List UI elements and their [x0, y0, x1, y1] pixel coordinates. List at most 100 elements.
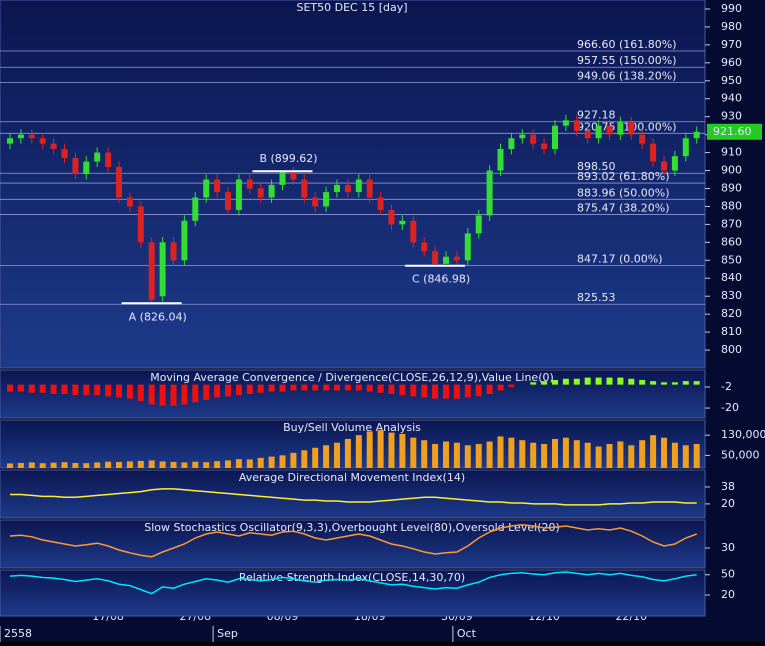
bar	[443, 441, 449, 468]
candle-body	[661, 161, 667, 171]
bar	[61, 384, 68, 394]
bar	[301, 450, 308, 468]
candle-body	[475, 215, 482, 234]
bar	[399, 433, 406, 468]
y-tick-label: 840	[721, 271, 742, 284]
bar	[584, 442, 591, 468]
candle-body	[94, 152, 101, 162]
y-tick-label: 20	[721, 588, 735, 601]
fib-label: 920.75 (100.00%)	[577, 120, 677, 133]
candle-body	[671, 156, 678, 171]
candle-body	[214, 179, 221, 193]
panel	[0, 519, 706, 569]
bar	[116, 384, 122, 398]
fib-label: 949.06 (138.20%)	[577, 69, 677, 82]
bar	[334, 442, 340, 468]
candle-body	[126, 197, 133, 207]
y-tick-label: 860	[721, 235, 742, 248]
candle-body	[399, 220, 406, 225]
annotation-label: A (826.04)	[129, 310, 187, 323]
y-tick-label: 900	[721, 164, 742, 177]
y-tick-label: 830	[721, 289, 742, 302]
bar	[246, 384, 253, 394]
candle-body	[377, 197, 384, 211]
bar	[170, 384, 177, 406]
candle-body	[519, 134, 526, 139]
bar	[693, 444, 700, 468]
bar	[552, 379, 558, 385]
bar	[497, 436, 504, 468]
bar	[181, 384, 188, 405]
fib-label: 957.55 (150.00%)	[577, 54, 677, 67]
candle-body	[443, 256, 449, 264]
candle-body	[530, 134, 537, 144]
bar	[464, 445, 471, 468]
candle-body	[148, 242, 155, 300]
candle-body	[334, 184, 340, 193]
bar	[94, 462, 101, 468]
bar	[50, 384, 57, 394]
bar	[432, 384, 439, 399]
bar	[344, 438, 351, 468]
bar	[606, 444, 613, 468]
bar	[464, 384, 471, 398]
bar	[388, 384, 395, 394]
bar	[617, 377, 624, 385]
bar	[334, 384, 340, 391]
bar	[137, 460, 144, 468]
period-label: Oct	[457, 627, 477, 640]
x-axis-area	[0, 616, 705, 642]
candle-body	[628, 122, 635, 135]
bar	[268, 384, 275, 392]
y-tick-label: 910	[721, 146, 742, 159]
bar	[671, 382, 678, 385]
line	[10, 488, 697, 506]
bar	[432, 444, 439, 468]
bar	[72, 462, 79, 468]
fib-label: 847.17 (0.00%)	[577, 252, 663, 265]
bar	[443, 384, 449, 399]
annotation-label: C (846.98)	[412, 273, 470, 286]
candle-body	[181, 220, 188, 261]
bar	[203, 384, 210, 400]
candle-body	[497, 148, 504, 171]
y-tick-label: 130,000	[721, 428, 765, 441]
bar	[355, 384, 362, 391]
line	[9, 571, 697, 595]
bar	[279, 455, 286, 468]
bar	[519, 440, 526, 468]
candle-body	[279, 172, 286, 185]
bar	[606, 377, 613, 385]
candle-body	[17, 134, 24, 139]
y-tick-label: 970	[721, 38, 742, 51]
bar	[39, 384, 46, 393]
bar	[225, 384, 231, 397]
bar	[137, 384, 144, 402]
bar	[639, 440, 646, 468]
bar	[323, 445, 330, 468]
candle-body	[606, 125, 613, 135]
bar	[421, 440, 428, 468]
y-tick-label: -20	[721, 401, 739, 414]
bar	[159, 461, 166, 468]
bar	[366, 431, 373, 468]
bar	[214, 461, 221, 468]
candle-body	[617, 122, 624, 135]
panel-title: Buy/Sell Volume Analysis	[283, 421, 421, 434]
bar	[323, 384, 330, 391]
bar	[279, 384, 286, 392]
candle-body	[203, 179, 210, 198]
bar	[246, 459, 253, 468]
candle-body	[170, 242, 177, 261]
bar	[508, 437, 515, 468]
bar	[268, 456, 275, 468]
bar	[573, 378, 580, 385]
bar	[486, 384, 493, 394]
y-tick-label: 960	[721, 56, 742, 69]
candle-body	[50, 143, 57, 149]
bar	[552, 438, 558, 468]
y-tick-label: 940	[721, 92, 742, 105]
bar	[148, 384, 155, 405]
